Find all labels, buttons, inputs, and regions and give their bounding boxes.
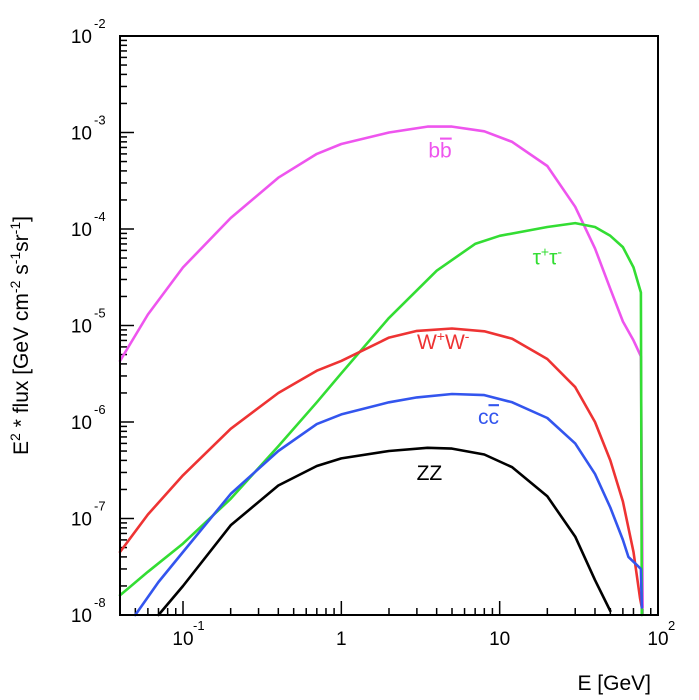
x-axis-title: E [GeV]: [577, 672, 651, 695]
series-curves: [118, 125, 644, 617]
series-label-ww: W+W-: [417, 328, 470, 354]
x-tick-label: 1: [336, 629, 347, 650]
y-tick-label: 10: [71, 606, 92, 627]
y-tick-label: 10: [71, 220, 92, 241]
y-tick-label: 10: [71, 27, 92, 48]
y-tick-exponent: -3: [94, 113, 106, 128]
x-tick-label: 10: [647, 629, 668, 650]
series-line-bb: [118, 125, 644, 609]
y-tick-exponent: -4: [94, 209, 106, 224]
series-line-tautau: [118, 221, 644, 617]
x-tick-exponent: 2: [668, 618, 675, 633]
series-label-zz: ZZ: [417, 462, 443, 485]
x-tick-exponent: -1: [193, 618, 205, 633]
y-tick-exponent: -7: [94, 499, 106, 514]
y-tick-label: 10: [71, 124, 92, 145]
y-tick-label: 10: [71, 317, 92, 338]
series-line-cc: [134, 392, 644, 617]
plot-frame: [119, 35, 659, 616]
y-tick-exponent: -2: [94, 16, 106, 31]
y-axis-title: E2 * flux [GeV cm-2 s-1sr-1]: [7, 216, 33, 455]
series-label-cc: cc: [478, 406, 499, 429]
series-line-ww: [118, 327, 644, 609]
x-tick-label: 10: [489, 629, 510, 650]
labels: 10-210-310-410-510-610-710-810-11 10 102bb…: [7, 16, 675, 695]
axis-ticks: [119, 35, 659, 616]
y-tick-exponent: -6: [94, 402, 106, 417]
y-tick-label: 10: [71, 510, 92, 531]
y-tick-exponent: -8: [94, 595, 106, 610]
series-label-tautau: τ+τ-: [533, 243, 563, 269]
series-label-bb: bb: [428, 140, 451, 163]
y-tick-label: 10: [71, 413, 92, 434]
x-tick-label: 10: [172, 629, 193, 650]
series-line-zz: [157, 446, 612, 617]
y-tick-exponent: -5: [94, 306, 106, 321]
